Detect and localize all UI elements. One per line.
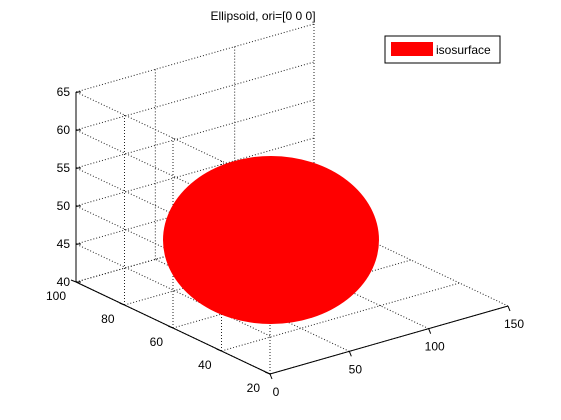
plot-area: [163, 156, 379, 324]
y-tick-label: 60: [150, 335, 164, 349]
legend-swatch-isosurface: [391, 42, 433, 56]
y-tick: [167, 325, 174, 329]
legend-label-isosurface: isosurface: [436, 43, 491, 57]
x-tick-label: 50: [349, 362, 363, 376]
x-tick: [348, 351, 352, 357]
x-tick: [507, 305, 511, 312]
grid-line: [221, 282, 460, 352]
y-tick: [70, 279, 77, 283]
y-tick-label: 20: [247, 381, 261, 395]
x-axis-line: [269, 305, 509, 375]
x-tick: [428, 328, 432, 334]
grid-line: [75, 137, 315, 207]
y-tick-label: 100: [46, 289, 66, 303]
y-tick: [216, 348, 222, 352]
x-tick-label: 0: [273, 385, 280, 399]
y-tick-label: 40: [198, 358, 212, 372]
z-tick-label: 50: [57, 199, 71, 213]
x-tick-label: 150: [504, 317, 524, 331]
x-tick: [269, 373, 273, 380]
grid-line: [75, 61, 315, 131]
chart-title: Ellipsoid, ori=[0 0 0]: [210, 9, 315, 23]
z-tick-label: 60: [57, 123, 71, 137]
z-tick-label: 55: [57, 161, 71, 175]
grid-line: [75, 23, 315, 93]
legend-box: [384, 35, 501, 64]
legend: isosurface: [384, 35, 501, 64]
x-tick-label: 100: [425, 340, 445, 354]
isosurface-ellipsoid: [163, 156, 379, 324]
z-tick-label: 40: [57, 275, 71, 289]
y-tick: [264, 371, 271, 375]
y-tick-label: 80: [101, 312, 115, 326]
y-tick: [119, 302, 125, 306]
z-tick-label: 65: [57, 85, 71, 99]
grid-line: [75, 99, 315, 169]
z-tick-label: 45: [57, 237, 71, 251]
